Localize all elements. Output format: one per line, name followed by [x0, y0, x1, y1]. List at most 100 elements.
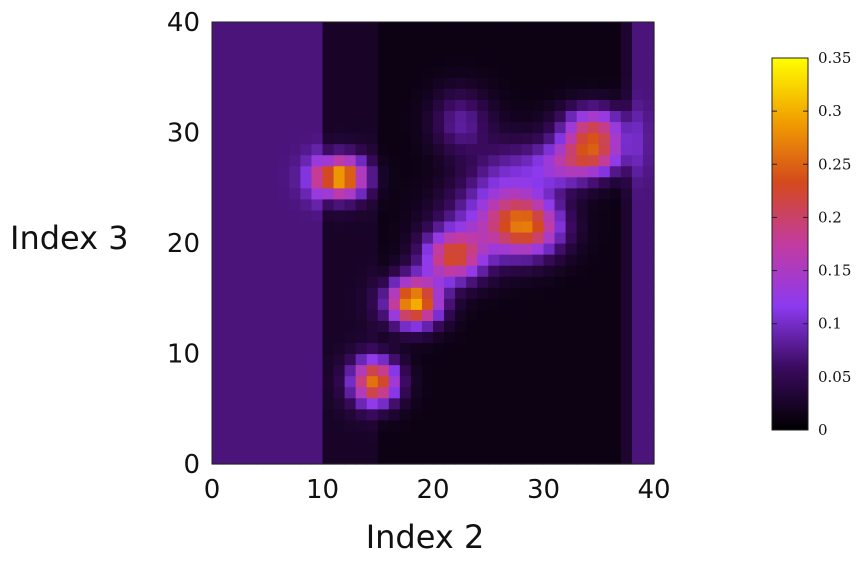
heatmap-cell: [223, 220, 235, 233]
heatmap-cell: [609, 243, 622, 255]
heatmap-cell: [477, 132, 489, 145]
heatmap-cell: [466, 320, 478, 332]
heatmap-cell: [234, 187, 246, 200]
heatmap-cell: [554, 55, 567, 67]
heatmap-cell: [355, 254, 368, 266]
heatmap-cell: [499, 331, 511, 344]
heatmap-cell: [543, 397, 556, 410]
heatmap-cell: [322, 309, 335, 321]
heatmap-cell: [278, 44, 290, 56]
heatmap-cell: [256, 143, 268, 156]
heatmap-cell: [620, 44, 633, 56]
heatmap-cell: [433, 55, 445, 67]
heatmap-cell: [300, 99, 313, 111]
heatmap-cell: [344, 231, 357, 244]
heatmap-cell: [311, 452, 324, 465]
heatmap-cell: [532, 254, 545, 266]
heatmap-cell: [355, 110, 368, 123]
heatmap-cell: [587, 265, 600, 277]
heatmap-cell: [421, 121, 434, 134]
heatmap-cell: [289, 165, 301, 178]
heatmap-cell: [344, 176, 357, 189]
heatmap-cell: [289, 397, 301, 410]
heatmap-cell: [223, 331, 235, 344]
heatmap-cell: [521, 121, 534, 134]
heatmap-cell: [510, 364, 522, 377]
heatmap-cell: [322, 198, 335, 211]
heatmap-cell: [642, 265, 655, 277]
heatmap-cell: [289, 220, 301, 233]
heatmap-cell: [554, 298, 567, 310]
heatmap-cell: [455, 22, 467, 34]
heatmap-cell: [333, 397, 346, 410]
heatmap-cell: [565, 121, 578, 134]
heatmap-cell: [355, 375, 368, 388]
heatmap-cell: [355, 33, 368, 45]
heatmap-cell: [565, 331, 578, 344]
heatmap-cell: [388, 77, 401, 89]
heatmap-cell: [421, 397, 434, 410]
heatmap-cell: [278, 452, 290, 465]
heatmap-cell: [565, 209, 578, 222]
heatmap-cell: [455, 187, 467, 200]
heatmap-cell: [421, 331, 434, 344]
heatmap-cell: [433, 265, 445, 277]
heatmap-cell: [410, 375, 423, 388]
heatmap-cell: [278, 154, 290, 167]
heatmap-cell: [421, 419, 434, 432]
heatmap-cell: [488, 375, 500, 388]
heatmap-cell: [267, 165, 279, 178]
x-tick-label: 20: [416, 475, 449, 505]
heatmap-cell: [466, 88, 478, 100]
heatmap-cell: [444, 298, 456, 310]
heatmap-cell: [256, 220, 268, 233]
heatmap-cell: [421, 176, 434, 189]
heatmap-cell: [278, 165, 290, 178]
heatmap-cell: [455, 320, 467, 332]
heatmap-cell: [245, 198, 257, 211]
heatmap-cell: [609, 132, 622, 145]
heatmap-cell: [421, 309, 434, 321]
heatmap-cell: [521, 287, 534, 299]
heatmap-cell: [245, 276, 257, 288]
heatmap-cell: [311, 187, 324, 200]
heatmap-cell: [333, 176, 346, 189]
heatmap-cell: [421, 44, 434, 56]
heatmap-cell: [466, 132, 478, 145]
heatmap-cell: [609, 22, 622, 34]
heatmap-cell: [366, 364, 379, 377]
heatmap-cell: [587, 99, 600, 111]
heatmap-cell: [399, 408, 412, 421]
heatmap-cell: [311, 121, 324, 134]
heatmap-cell: [256, 386, 268, 399]
heatmap-cell: [565, 231, 578, 244]
heatmap-cell: [267, 342, 279, 355]
heatmap-cell: [300, 430, 313, 443]
heatmap-cell: [466, 397, 478, 410]
heatmap-cell: [598, 88, 611, 100]
heatmap-cell: [355, 430, 368, 443]
heatmap-cell: [410, 154, 423, 167]
heatmap-cell: [466, 165, 478, 178]
heatmap-cell: [278, 176, 290, 189]
heatmap-cell: [388, 331, 401, 344]
heatmap-cell: [289, 430, 301, 443]
heatmap-cell: [355, 287, 368, 299]
heatmap-cell: [234, 231, 246, 244]
heatmap-cell: [234, 276, 246, 288]
heatmap-cell: [322, 55, 335, 67]
heatmap-cell: [344, 309, 357, 321]
heatmap-cell: [554, 176, 567, 189]
heatmap-cell: [311, 375, 324, 388]
heatmap-cell: [587, 342, 600, 355]
heatmap-cell: [521, 419, 534, 432]
heatmap-cell: [565, 298, 578, 310]
heatmap-cell: [433, 176, 445, 189]
heatmap-cell: [355, 397, 368, 410]
heatmap-cell: [466, 265, 478, 277]
heatmap-cell: [421, 287, 434, 299]
heatmap-cell: [234, 408, 246, 421]
heatmap-cell: [421, 132, 434, 145]
heatmap-cell: [399, 44, 412, 56]
heatmap-cell: [466, 287, 478, 299]
